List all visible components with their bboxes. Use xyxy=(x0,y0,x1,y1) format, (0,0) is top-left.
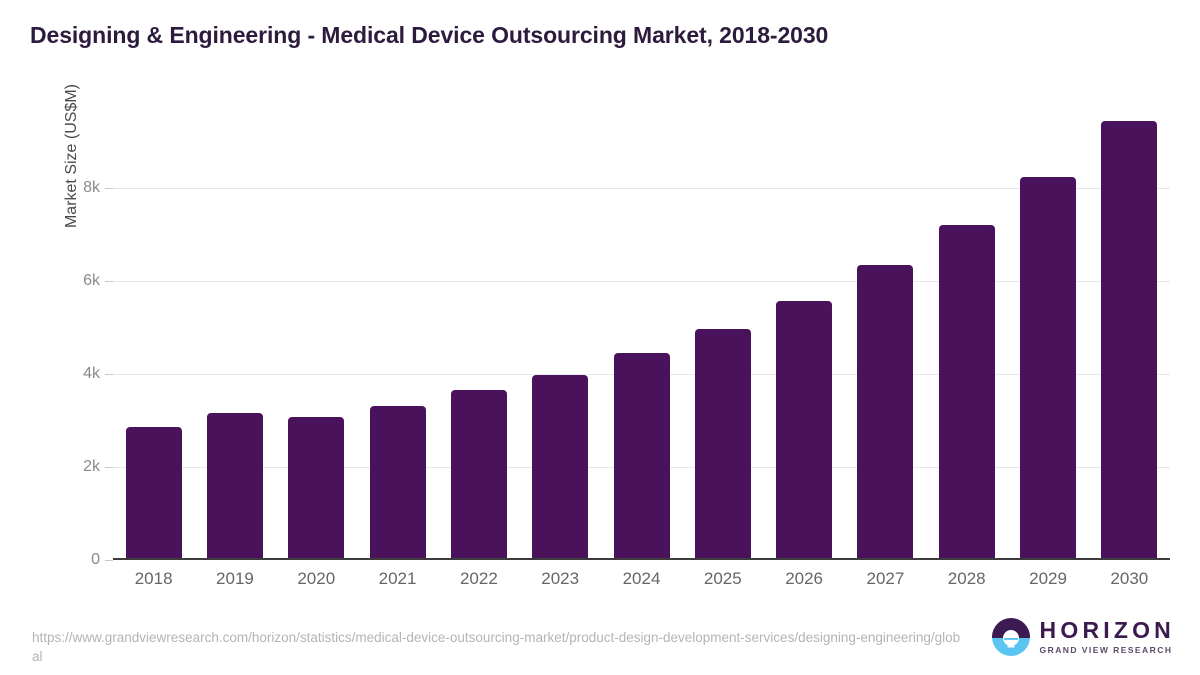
x-axis-line xyxy=(113,558,1170,560)
y-tick-mark xyxy=(105,281,113,282)
y-tick-mark xyxy=(105,467,113,468)
bar[interactable] xyxy=(125,426,182,559)
x-tick-label: 2028 xyxy=(947,569,986,588)
bar[interactable] xyxy=(532,374,589,559)
x-tick-label: 2023 xyxy=(541,569,580,588)
x-tick-label: 2029 xyxy=(1029,569,1067,588)
bar[interactable] xyxy=(1020,176,1077,559)
x-tick-label: 2020 xyxy=(297,569,336,588)
y-tick-mark xyxy=(105,374,113,375)
horizon-circle-icon xyxy=(991,618,1030,656)
bar[interactable] xyxy=(450,390,507,559)
y-tick-mark xyxy=(105,560,113,561)
x-tick-label: 2024 xyxy=(622,569,661,588)
bar[interactable] xyxy=(857,265,914,559)
y-tick-label: 4k xyxy=(83,365,100,382)
y-tick-label: 8k xyxy=(83,179,100,196)
y-tick-mark xyxy=(105,188,113,189)
logo-text: HORIZON GRAND VIEW RESEARCH xyxy=(1040,619,1175,655)
x-tick-label: 2030 xyxy=(1110,569,1149,588)
logo-wordmark: HORIZON xyxy=(1039,617,1175,644)
bar[interactable] xyxy=(776,300,833,559)
logo-tagline: GRAND VIEW RESEARCH xyxy=(1039,645,1173,656)
gridline xyxy=(113,188,1170,189)
plot-area: 0 2k 4k 6k 8k 2018 2019 2020 2021 2022 2023 2024 20… xyxy=(83,95,1170,588)
brand-logo: HORIZON GRAND VIEW RESEARCH xyxy=(991,617,1175,657)
bar[interactable] xyxy=(288,417,345,559)
page-title: Designing & Engineering - Medical Device… xyxy=(30,22,829,48)
x-tick-label: 2025 xyxy=(703,569,742,588)
source-url[interactable]: https://www.grandviewresearch.com/horizo… xyxy=(32,630,961,664)
x-tick-label: 2019 xyxy=(216,569,254,588)
y-tick-label: 2k xyxy=(83,458,100,475)
x-tick-label: 2022 xyxy=(459,569,498,588)
x-tick-label: 2021 xyxy=(378,569,417,588)
bar[interactable] xyxy=(1101,120,1158,559)
bar[interactable] xyxy=(613,353,670,559)
bar[interactable] xyxy=(694,328,751,559)
bar[interactable] xyxy=(369,405,426,559)
y-tick-label: 0 xyxy=(91,551,100,568)
bar[interactable] xyxy=(206,412,263,559)
y-tick-label: 6k xyxy=(83,272,100,289)
x-tick-label: 2027 xyxy=(866,569,905,588)
gridline xyxy=(113,281,1170,282)
x-tick-label: 2018 xyxy=(134,569,173,588)
x-tick-label: 2026 xyxy=(785,569,824,588)
bar[interactable] xyxy=(938,225,995,559)
y-axis-title: Market Size (US$M) xyxy=(63,83,80,229)
